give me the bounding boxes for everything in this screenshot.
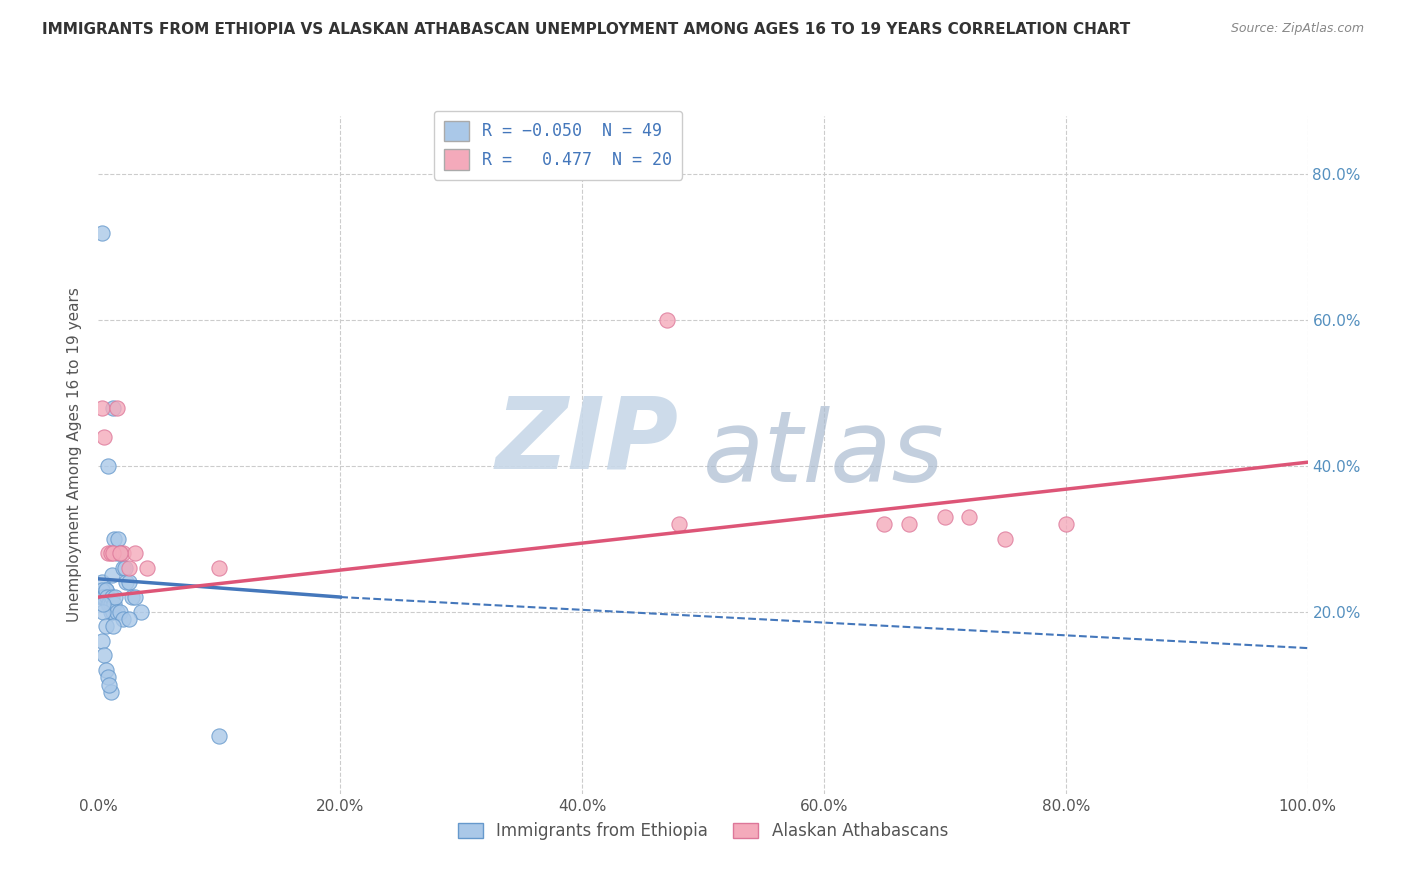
Point [91,590,114,604]
Point [93,648,115,663]
Point [96,590,118,604]
Point [114,561,136,575]
Point [98,598,121,612]
Point [98,598,121,612]
Point [91,598,114,612]
Point [100,590,122,604]
Point [100,568,122,582]
Point [107,532,129,546]
Point [108,546,131,560]
Point [105,605,128,619]
Point [91,605,114,619]
Point [208,561,231,575]
Point [91,633,114,648]
Point [208,729,231,743]
Point [91,401,114,415]
Point [101,605,124,619]
Point [101,619,124,633]
Point [91,226,114,240]
Point [100,685,122,699]
Point [873,517,896,532]
Point [101,546,124,560]
Point [104,590,127,604]
Point [97,546,120,560]
Point [97,670,120,684]
Point [108,546,131,560]
Point [103,598,125,612]
Text: atlas: atlas [703,407,945,503]
Point [90,590,112,604]
Point [897,517,920,532]
Point [934,509,956,524]
Point [1054,517,1077,532]
Point [94,582,117,597]
Point [957,509,980,524]
Point [124,590,146,604]
Point [129,605,152,619]
Point [118,575,141,590]
Point [93,590,115,604]
Legend: Immigrants from Ethiopia, Alaskan Athabascans: Immigrants from Ethiopia, Alaskan Athaba… [451,815,955,847]
Point [111,561,134,575]
Y-axis label: Unemployment Among Ages 16 to 19 years: Unemployment Among Ages 16 to 19 years [67,287,83,623]
Point [111,612,134,626]
Point [98,677,121,691]
Point [91,575,114,590]
Point [93,430,115,444]
Point [994,532,1017,546]
Point [94,582,117,597]
Point [118,612,141,626]
Text: Source: ZipAtlas.com: Source: ZipAtlas.com [1230,22,1364,36]
Point [115,575,138,590]
Point [97,458,120,473]
Point [118,561,141,575]
Text: IMMIGRANTS FROM ETHIOPIA VS ALASKAN ATHABASCAN UNEMPLOYMENT AMONG AGES 16 TO 19 : IMMIGRANTS FROM ETHIOPIA VS ALASKAN ATHA… [42,22,1130,37]
Point [111,546,134,560]
Point [93,590,115,604]
Text: ZIP: ZIP [496,392,679,490]
Point [108,605,131,619]
Point [668,517,690,532]
Point [96,590,118,604]
Point [121,590,143,604]
Point [101,401,124,415]
Point [124,546,146,560]
Point [135,561,157,575]
Point [97,598,120,612]
Point [100,598,122,612]
Point [105,546,128,560]
Point [100,546,122,560]
Point [94,619,117,633]
Point [91,582,114,597]
Point [655,313,678,327]
Point [105,401,128,415]
Point [103,532,125,546]
Point [94,663,117,677]
Point [100,605,122,619]
